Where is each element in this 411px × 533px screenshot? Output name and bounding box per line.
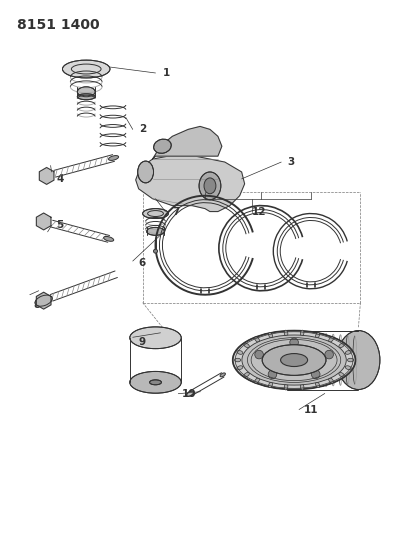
Circle shape <box>290 338 298 346</box>
Ellipse shape <box>237 351 243 354</box>
Ellipse shape <box>329 378 333 383</box>
Text: 8: 8 <box>34 300 41 310</box>
Ellipse shape <box>150 380 162 385</box>
Ellipse shape <box>35 295 52 306</box>
Circle shape <box>325 350 333 359</box>
Ellipse shape <box>281 353 307 367</box>
Ellipse shape <box>339 373 344 377</box>
Ellipse shape <box>154 249 157 253</box>
Ellipse shape <box>204 178 216 193</box>
Polygon shape <box>36 292 51 309</box>
Ellipse shape <box>284 330 288 336</box>
Text: 9: 9 <box>139 337 146 347</box>
Ellipse shape <box>130 327 181 349</box>
Polygon shape <box>36 213 51 230</box>
Ellipse shape <box>316 382 320 387</box>
Ellipse shape <box>77 87 95 96</box>
Ellipse shape <box>255 378 259 383</box>
Text: 2: 2 <box>139 124 146 134</box>
Text: 12: 12 <box>252 207 266 216</box>
Ellipse shape <box>154 139 171 154</box>
Polygon shape <box>152 126 222 159</box>
Ellipse shape <box>284 384 288 390</box>
Ellipse shape <box>143 208 169 219</box>
Ellipse shape <box>347 358 353 362</box>
Ellipse shape <box>300 330 304 336</box>
Ellipse shape <box>237 366 243 369</box>
Ellipse shape <box>244 373 249 377</box>
Ellipse shape <box>339 343 344 348</box>
Text: 4: 4 <box>57 174 64 184</box>
Ellipse shape <box>345 351 351 354</box>
Polygon shape <box>39 167 54 184</box>
Ellipse shape <box>268 333 272 338</box>
Ellipse shape <box>62 60 110 78</box>
Ellipse shape <box>300 384 304 390</box>
Ellipse shape <box>147 228 164 235</box>
Ellipse shape <box>337 330 380 390</box>
Ellipse shape <box>268 382 272 387</box>
Polygon shape <box>136 156 245 212</box>
Circle shape <box>268 370 277 378</box>
Circle shape <box>312 370 320 378</box>
Text: 11: 11 <box>304 405 319 415</box>
Ellipse shape <box>138 161 154 183</box>
Ellipse shape <box>262 345 326 375</box>
Ellipse shape <box>199 172 221 200</box>
Ellipse shape <box>244 343 249 348</box>
Ellipse shape <box>233 330 356 390</box>
Text: 7: 7 <box>172 207 180 216</box>
Ellipse shape <box>220 373 225 377</box>
Ellipse shape <box>104 237 114 241</box>
Ellipse shape <box>255 337 259 342</box>
Text: 3: 3 <box>287 157 294 167</box>
Ellipse shape <box>77 94 95 100</box>
Ellipse shape <box>130 372 181 393</box>
Ellipse shape <box>316 333 320 338</box>
Text: 6: 6 <box>139 258 146 268</box>
Text: 8151 1400: 8151 1400 <box>17 18 99 31</box>
Ellipse shape <box>242 335 346 385</box>
Ellipse shape <box>187 391 194 397</box>
Ellipse shape <box>345 366 351 369</box>
Ellipse shape <box>235 358 241 362</box>
Text: 10: 10 <box>182 389 197 399</box>
Circle shape <box>255 350 263 359</box>
Ellipse shape <box>329 337 333 342</box>
Text: 5: 5 <box>57 221 64 230</box>
Text: 1: 1 <box>162 68 170 78</box>
Ellipse shape <box>109 156 119 160</box>
